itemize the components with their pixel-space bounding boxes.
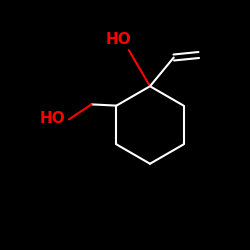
Text: HO: HO: [40, 110, 66, 126]
Text: HO: HO: [106, 32, 132, 48]
